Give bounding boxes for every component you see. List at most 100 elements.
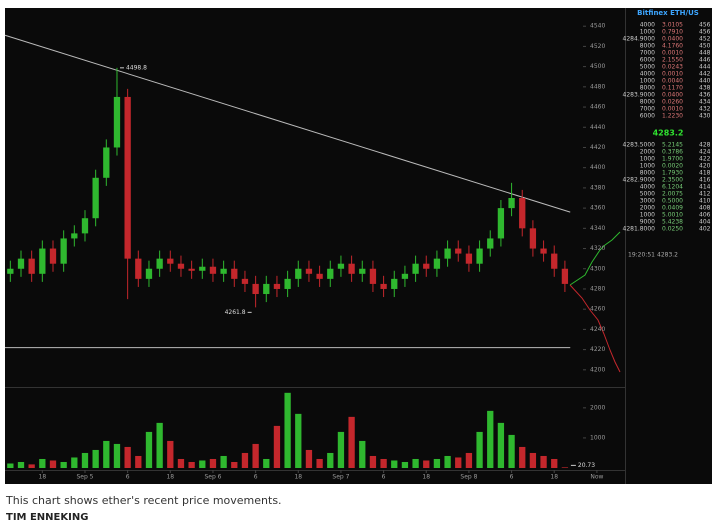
- order-amount: 0.0260: [662, 99, 683, 106]
- y-tick-label: 4420: [590, 144, 605, 151]
- order-price: 6000: [640, 113, 655, 120]
- volume-bar: [17, 461, 25, 468]
- candle-body: [113, 96, 121, 148]
- volume-bar: [476, 431, 483, 468]
- chart-background: [5, 8, 712, 484]
- x-tick-label: 18: [550, 474, 558, 481]
- candle-body: [359, 268, 366, 274]
- volume-bar: [423, 460, 430, 468]
- last-price: 4283.2: [653, 129, 684, 138]
- order-price: 1000: [640, 156, 655, 163]
- candle-body: [561, 268, 569, 284]
- volume-bar: [167, 440, 174, 468]
- order-total: 412: [699, 191, 711, 198]
- volume-bar: [209, 458, 217, 468]
- candle-body: [401, 273, 409, 279]
- order-total: 404: [699, 219, 711, 226]
- x-tick-label: Sep 7: [332, 474, 349, 481]
- order-amount: 0.0250: [662, 226, 683, 233]
- order-price: 4283.9000: [623, 92, 656, 99]
- y-tick-label: 4220: [590, 346, 605, 353]
- volume-bar: [7, 463, 14, 468]
- candle-body: [39, 248, 46, 274]
- candle-body: [263, 283, 270, 295]
- volume-bar: [220, 455, 227, 468]
- y-tick-label: 4480: [590, 83, 605, 90]
- order-price: 1000: [640, 29, 655, 36]
- order-amount: 0.0040: [662, 78, 683, 85]
- candle-body: [167, 258, 174, 264]
- candle-body: [295, 268, 302, 279]
- order-amount: 2.0075: [662, 191, 683, 198]
- candle-body: [529, 228, 537, 249]
- order-total: 410: [699, 198, 711, 205]
- volume-bar: [113, 443, 121, 468]
- candle-body: [284, 278, 291, 289]
- order-price: 7000: [640, 106, 655, 113]
- candle-body: [103, 147, 110, 178]
- candle-body: [124, 96, 131, 259]
- order-total: 456: [699, 22, 711, 29]
- candle-body: [49, 248, 57, 264]
- order-total: 448: [699, 50, 711, 57]
- volume-label: 20.73: [578, 462, 595, 469]
- order-amount: 0.0010: [662, 50, 683, 57]
- credit: TIM ENNEKING: [6, 512, 89, 523]
- x-tick-label: 18: [39, 474, 47, 481]
- candle-body: [433, 258, 441, 269]
- candle-body: [391, 278, 398, 289]
- volume-bar: [433, 458, 441, 468]
- order-price: 4000: [640, 184, 655, 191]
- y-tick-label: 1000: [590, 434, 605, 441]
- volume-bar: [145, 431, 153, 468]
- volume-bar: [39, 458, 46, 468]
- candle-body: [81, 218, 89, 234]
- volume-bar: [540, 455, 547, 468]
- volume-bar: [135, 455, 142, 468]
- order-total: 420: [699, 163, 711, 170]
- volume-bar: [263, 458, 270, 468]
- candle-body: [487, 238, 494, 249]
- candle-body: [188, 268, 195, 271]
- order-amount: 5.4238: [662, 219, 683, 226]
- order-price: 1000: [640, 78, 655, 85]
- candle-body: [7, 268, 14, 274]
- order-price: 4000: [640, 22, 655, 29]
- volume-bar: [401, 461, 409, 468]
- order-amount: 2.1550: [662, 57, 683, 64]
- order-amount: 1.2230: [662, 113, 683, 120]
- y-tick-label: 4360: [590, 205, 605, 212]
- x-tick-label: 6: [382, 474, 386, 481]
- candle-body: [92, 177, 99, 219]
- volume-bar: [273, 425, 281, 468]
- volume-bar: [252, 443, 259, 468]
- x-tick-label: Now: [590, 474, 603, 481]
- candle-body: [316, 273, 323, 279]
- volume-bar: [92, 449, 99, 468]
- order-total: 418: [699, 170, 711, 177]
- candle-body: [327, 268, 334, 279]
- x-tick-label: 18: [166, 474, 174, 481]
- order-total: 436: [699, 92, 711, 99]
- volume-bar: [551, 458, 558, 468]
- order-total: 402: [699, 226, 711, 233]
- volume-bar: [465, 452, 473, 468]
- order-price: 4000: [640, 71, 655, 78]
- chart: Bitfinex ETH/US 4283.2 19:20:51 4283.2 4…: [4, 8, 712, 484]
- order-total: 432: [699, 106, 711, 113]
- x-tick-label: Sep 8: [460, 474, 477, 481]
- candle-body: [231, 268, 238, 279]
- order-book-title: Bitfinex ETH/US: [637, 9, 699, 17]
- volume-bar: [199, 460, 206, 468]
- order-total: 434: [699, 99, 711, 106]
- volume-bar: [316, 458, 323, 468]
- order-total: 444: [699, 64, 711, 71]
- volume-bar: [337, 431, 345, 468]
- volume-bar: [49, 460, 57, 468]
- order-amount: 6.1204: [662, 184, 683, 191]
- order-amount: 1.9700: [662, 156, 683, 163]
- volume-bar: [380, 458, 387, 468]
- y-tick-label: 4320: [590, 245, 605, 252]
- order-price: 4284.9000: [623, 36, 656, 43]
